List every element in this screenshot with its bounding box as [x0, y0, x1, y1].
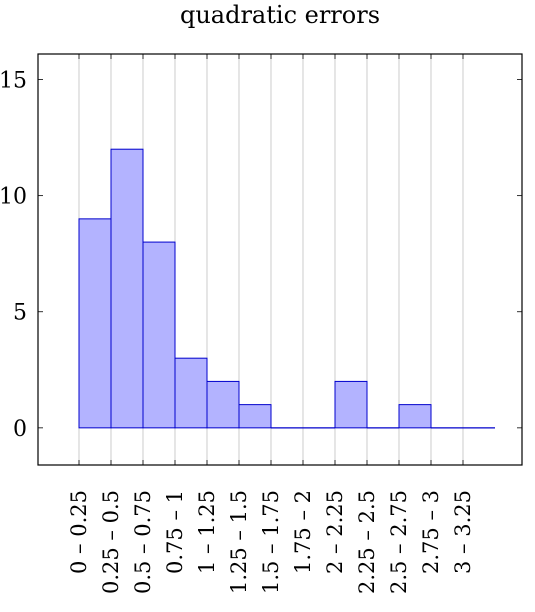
bar [398, 404, 432, 429]
bar [78, 218, 112, 429]
y-tick-label: 5 [13, 301, 27, 326]
x-tick-label: 1 – 1.25 [195, 490, 219, 574]
x-tick-label: 1.75 – 2 [291, 490, 315, 574]
x-tick-label: 2 – 2.25 [323, 490, 347, 574]
chart-title: quadratic errors [180, 1, 380, 29]
y-tick-label: 0 [13, 417, 27, 442]
bars [78, 148, 495, 429]
bar [334, 380, 368, 429]
bar [206, 380, 240, 429]
x-tick-label: 0.75 – 1 [163, 490, 187, 574]
bar [238, 404, 272, 429]
x-tick-label: 2.25 – 2.5 [355, 490, 379, 594]
x-tick-label: 3 – 3.25 [451, 490, 475, 574]
x-tick-label: 0.5 – 0.75 [131, 490, 155, 594]
y-tick-labels: 0 5 10 15 [0, 69, 27, 442]
x-tick-label: 0 – 0.25 [67, 490, 91, 574]
bar [174, 357, 208, 429]
y-tick-label: 10 [0, 185, 27, 210]
bar [142, 241, 176, 429]
y-tick-label: 15 [0, 69, 27, 94]
bar [110, 148, 144, 429]
tick-marks [38, 54, 522, 465]
x-tick-label: 1.25 – 1.5 [227, 490, 251, 594]
x-tick-labels: 0 – 0.25 0.25 – 0.5 0.5 – 0.75 0.75 – 1 1 – … [67, 490, 475, 594]
x-tick-label: 0.25 – 0.5 [99, 490, 123, 594]
x-tick-label: 2.5 – 2.75 [387, 490, 411, 594]
x-tick-label: 2.75 – 3 [419, 490, 443, 574]
plot-frame [37, 53, 523, 466]
x-tick-label: 1.5 – 1.75 [259, 490, 283, 594]
